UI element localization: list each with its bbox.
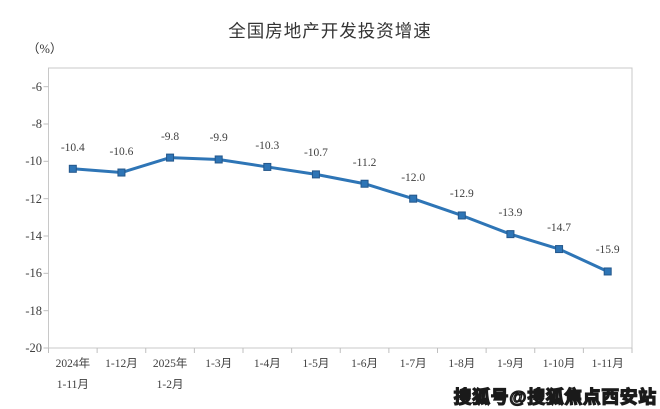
- data-point-marker: [603, 267, 612, 276]
- x-axis-tick-label-line: 1-2月: [156, 379, 184, 391]
- x-axis-tick-label: 2024年 1-11月: [38, 354, 108, 396]
- x-axis-tick-label-line: 1-6月: [351, 358, 378, 370]
- data-point-marker: [166, 153, 175, 162]
- x-axis-tick-label-line: 1-12月: [105, 358, 138, 370]
- watermark: 搜狐号@搜狐焦点西安站: [453, 386, 657, 407]
- x-axis-tick-label: 1-6月: [330, 354, 400, 375]
- x-axis-tick-label: 1-7月: [378, 354, 448, 375]
- data-point-marker: [68, 164, 77, 173]
- data-point-label: -15.9: [595, 244, 620, 257]
- data-point-label: -14.7: [547, 222, 572, 235]
- x-axis-tick-label: 1-11月: [573, 354, 643, 375]
- y-axis-tick-label: -12: [25, 191, 42, 206]
- x-axis-tick-label-line: 1-11月: [591, 358, 624, 370]
- x-axis-tick-label: 1-4月: [232, 354, 302, 375]
- x-axis-tick-label-line: 1-7月: [399, 358, 427, 370]
- x-axis-tick-label-line: 1-3月: [205, 358, 233, 370]
- data-point-label: -10.7: [303, 147, 328, 160]
- x-axis-tick-label: 1-3月: [184, 354, 254, 375]
- x-axis-tick-label: 1-12月: [86, 354, 156, 375]
- x-axis-tick-label-line: 2025年: [152, 358, 188, 370]
- data-point-marker: [360, 179, 369, 188]
- data-point-label: -12.9: [449, 188, 474, 201]
- x-axis-tick-label: 1-8月: [427, 354, 497, 375]
- y-axis-tick-label: -8: [31, 117, 42, 131]
- data-point-label: -9.9: [209, 132, 228, 145]
- data-point-marker: [457, 211, 466, 220]
- x-axis-tick-label-line: 1-5月: [302, 358, 330, 370]
- data-point-label: -9.8: [160, 130, 180, 143]
- y-axis-tick-label: -6: [31, 79, 42, 94]
- y-axis-tick-label: -14: [25, 229, 42, 243]
- y-axis-unit-label: （%）: [27, 42, 63, 56]
- x-axis-tick-label-line: 1-8月: [448, 358, 476, 370]
- data-point-label: -11.2: [352, 156, 377, 169]
- x-axis-tick-label-line: 1-4月: [253, 358, 281, 370]
- y-axis-tick-label: -16: [25, 266, 42, 281]
- data-point-marker: [555, 245, 564, 254]
- x-axis-tick-label: 2025年 1-2月: [135, 354, 205, 396]
- x-axis-tick-label-line: 1-9月: [497, 358, 524, 370]
- data-point-label: -13.9: [498, 207, 523, 220]
- x-axis-tick-label-line: 2024年: [55, 358, 91, 370]
- y-axis-tick-label: -18: [25, 303, 42, 318]
- x-axis-tick-label-line: 1-10月: [542, 358, 576, 370]
- chart-title: 全国房地产开发投资增速: [228, 21, 432, 41]
- data-point-marker: [263, 162, 272, 171]
- x-axis-tick-label-line: 1-11月: [56, 379, 89, 391]
- data-point-label: -10.4: [60, 141, 85, 154]
- data-line: [71, 156, 610, 273]
- data-point-label: -10.6: [109, 145, 134, 158]
- x-axis-tick-label: 1-10月: [524, 354, 594, 375]
- x-axis-tick-label: 1-9月: [475, 354, 545, 375]
- y-axis-tick-label: -10: [25, 154, 42, 169]
- plot-border: [48, 67, 633, 349]
- data-point-marker: [506, 230, 515, 239]
- x-axis-tick-label: 1-5月: [281, 354, 351, 375]
- data-point-marker: [311, 170, 320, 179]
- data-point-marker: [214, 155, 223, 164]
- data-point-marker: [117, 168, 126, 177]
- data-point-marker: [409, 194, 418, 203]
- y-axis-tick-label: -20: [25, 341, 42, 355]
- data-point-label: -12.0: [401, 171, 426, 184]
- data-point-label: -10.3: [255, 139, 280, 152]
